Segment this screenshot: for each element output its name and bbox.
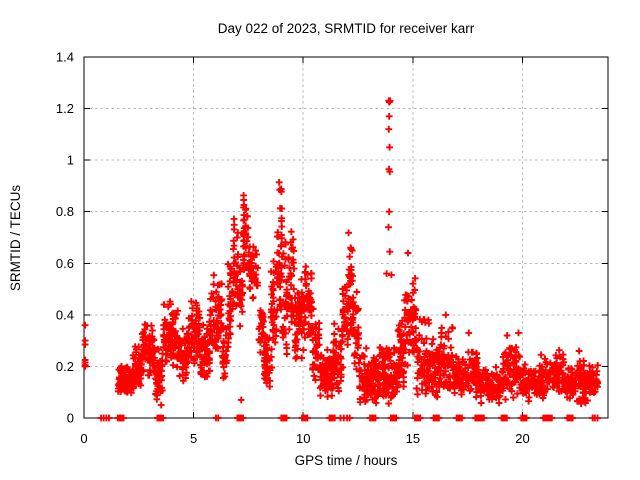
x-tick-label: 20 [515, 431, 529, 446]
y-tick-label: 0.6 [56, 256, 74, 271]
x-tick-label: 15 [406, 431, 420, 446]
data-points [81, 97, 602, 422]
chart-title: Day 022 of 2023, SRMTID for receiver kar… [218, 21, 475, 36]
y-tick-label: 1.4 [56, 50, 74, 65]
x-axis-label: GPS time / hours [295, 453, 398, 468]
y-tick-label: 0.2 [56, 359, 74, 374]
y-tick-label: 1.2 [56, 101, 74, 116]
y-tick-label: 0 [67, 411, 74, 426]
x-tick-label: 0 [80, 431, 87, 446]
gridlines [84, 57, 608, 418]
y-tick-label: 1 [67, 153, 74, 168]
x-tick-label: 10 [296, 431, 310, 446]
y-tick-label: 0.4 [56, 307, 74, 322]
y-axis-label: SRMTID / TECUs [8, 185, 23, 292]
tick-labels: 0 5 10 15 20 0 0.2 0.4 0.6 0.8 1 1.2 1.4 [56, 50, 530, 447]
y-tick-label: 0.8 [56, 204, 74, 219]
x-tick-label: 5 [190, 431, 197, 446]
